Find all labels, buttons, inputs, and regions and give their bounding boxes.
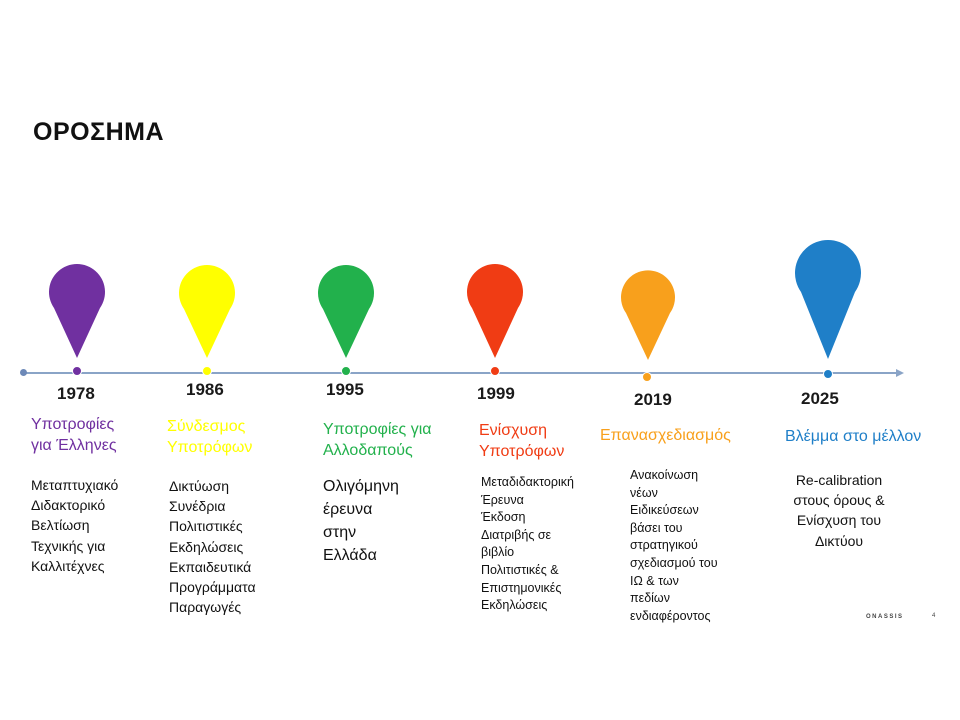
milestone-heading-line: Υποτροφίες: [31, 416, 115, 433]
map-pin-shape: [318, 265, 374, 358]
description-line: Διατριβής σε: [481, 527, 552, 542]
description-line: Πολιτιστικές: [169, 518, 243, 535]
milestone-description: Ανακοίνωση νέων Ειδικεύσεων βάσει του στ…: [630, 467, 718, 625]
milestone-heading: Βλέμμα στο μέλλον: [785, 426, 921, 447]
map-pin-shape: [795, 240, 861, 359]
map-pin-icon: [795, 240, 861, 359]
description-line: σχεδιασμού του: [630, 555, 718, 570]
map-pin-icon: [49, 264, 105, 358]
milestone-heading: Επανασχεδιασμός: [600, 425, 731, 446]
description-line: Ενίσχυση του: [796, 512, 882, 529]
description-line: Μεταπτυχιακό: [31, 477, 119, 493]
description-line: Προγράμματα: [169, 579, 256, 596]
description-line: Ολιγόμηνη: [323, 478, 399, 495]
description-line: βιβλίο: [481, 545, 515, 560]
timeline-marker: [490, 366, 500, 376]
description-line: Παραγωγές: [169, 599, 242, 616]
description-line: Re-calibration: [795, 472, 883, 488]
description-line: έρευνα: [323, 501, 373, 518]
description-line: Εκπαιδευτικά: [169, 558, 252, 575]
description-line: Ελλάδα: [323, 547, 377, 564]
map-pin-shape: [179, 265, 235, 358]
map-pin-shape: [49, 264, 105, 358]
description-line: Βελτίωση: [31, 517, 90, 534]
description-line: Τεχνικής για: [31, 537, 106, 554]
description-line: βάσει του: [630, 520, 683, 535]
year-label: 1999: [477, 384, 515, 403]
milestone-heading-line: Ενίσχυση: [479, 422, 548, 439]
description-line: στρατηγικού: [630, 538, 698, 553]
milestone-heading: Υποτροφίες για Έλληνες: [31, 414, 117, 456]
description-line: πεδίων: [630, 591, 670, 606]
map-pin-icon: [318, 265, 374, 358]
map-pin-icon: [621, 270, 675, 360]
description-line: Καλλιτέχνες: [31, 557, 105, 574]
map-pin-icon: [179, 265, 235, 358]
timeline-marker: [72, 366, 82, 376]
year-label: 1978: [57, 384, 95, 403]
description-line: Επιστημονικές: [481, 580, 562, 595]
timeline-arrow-icon: [896, 369, 904, 377]
milestone-heading-line: Σύνδεσμος: [167, 418, 246, 435]
map-pin-shape: [467, 264, 523, 358]
description-line: Διδακτορικό: [31, 497, 106, 514]
year-label: 1995: [326, 380, 364, 399]
map-pin-icon: [467, 264, 523, 358]
timeline-start-dot: [20, 369, 27, 376]
milestone-heading-line: Υποτρόφων: [479, 443, 565, 460]
description-line: Συνέδρια: [169, 498, 226, 515]
milestone-description: Δικτύωση Συνέδρια Πολιτιστικές Εκδηλώσει…: [169, 476, 256, 617]
milestone-description: Μεταπτυχιακό Διδακτορικό Βελτίωση Τεχνικ…: [31, 475, 118, 576]
milestone-heading-line: Βλέμμα στο μέλλον: [785, 428, 922, 445]
description-line: Εκδηλώσεις: [169, 538, 244, 555]
description-line: Μεταδιδακτορική: [481, 475, 574, 489]
milestone-heading: Ενίσχυση Υποτρόφων: [479, 420, 564, 462]
timeline-marker: [642, 372, 652, 382]
milestone-heading: Σύνδεσμος Υποτρόφων: [167, 416, 252, 458]
milestone-description: Re-calibration στους όρους & Ενίσχυση το…: [778, 470, 900, 551]
description-line: ΙΩ & των: [630, 573, 679, 588]
timeline-marker: [823, 369, 833, 379]
milestone-description: Ολιγόμηνη έρευνα στην Ελλάδα: [323, 475, 399, 567]
milestone-heading-line: Υποτροφίες για: [323, 421, 432, 438]
milestone-heading: Υποτροφίες για Αλλοδαπούς: [323, 419, 432, 461]
description-line: Δικτύου: [814, 532, 864, 549]
brand-logo: ONASSIS: [866, 614, 904, 620]
milestone-description: Μεταδιδακτορική Έρευνα Έκδοση Διατριβής …: [481, 474, 574, 615]
milestone-heading-line: για Έλληνες: [31, 437, 117, 454]
milestone-heading-line: Επανασχεδιασμός: [600, 427, 731, 444]
description-line: στους όρους &: [793, 492, 885, 509]
description-line: Δικτύωση: [169, 478, 230, 494]
year-label: 2025: [801, 389, 839, 408]
description-line: Έκδοση: [481, 510, 526, 525]
map-pin-shape: [621, 270, 675, 360]
description-line: νέων: [630, 485, 658, 500]
year-label: 2019: [634, 390, 672, 409]
timeline-line: [24, 372, 900, 374]
description-line: Ανακοίνωση: [630, 468, 699, 482]
slide-title: ΟΡΟΣΗΜΑ: [33, 118, 165, 146]
description-line: Ειδικεύσεων: [630, 503, 699, 518]
description-line: στην: [323, 524, 357, 541]
milestone-heading-line: Υποτρόφων: [167, 439, 253, 456]
year-label: 1986: [186, 380, 224, 399]
description-line: Εκδηλώσεις: [481, 598, 548, 613]
page-number: 4: [932, 613, 936, 619]
milestone-heading-line: Αλλοδαπούς: [323, 442, 413, 459]
timeline-marker: [202, 366, 212, 376]
description-line: ενδιαφέροντος: [630, 608, 711, 623]
description-line: Έρευνα: [481, 492, 524, 507]
timeline-marker: [341, 366, 351, 376]
description-line: Πολιτιστικές &: [481, 562, 559, 577]
